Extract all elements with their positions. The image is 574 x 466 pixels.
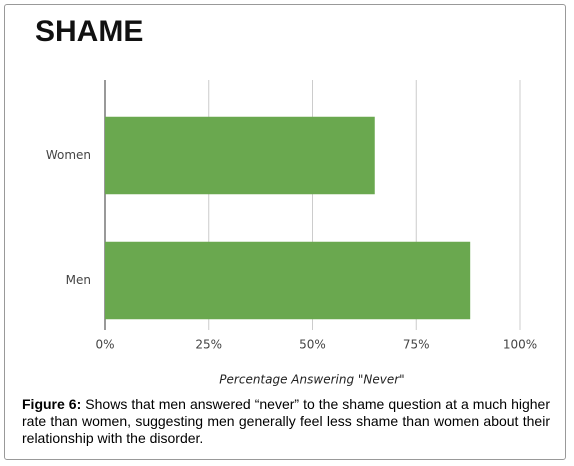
- caption-text: Shows that men answered “never” to the s…: [22, 396, 550, 446]
- caption: Figure 6: Shows that men answered “never…: [22, 396, 550, 447]
- x-axis-label: Percentage Answering "Never": [219, 373, 404, 387]
- chart: SHAME Percentage Answering "Never" 0% 25%…: [35, 15, 537, 387]
- caption-label: Figure 6:: [22, 396, 82, 412]
- y-tick-label: Women: [46, 148, 91, 162]
- x-tick-label: 75%: [403, 338, 430, 352]
- x-tick-label: 100%: [503, 338, 537, 352]
- chart-title: SHAME: [35, 15, 143, 48]
- figure-frame: [4, 4, 566, 460]
- y-tick-label: Men: [66, 273, 91, 287]
- x-tick-label: 25%: [195, 338, 222, 352]
- bar: [105, 116, 375, 195]
- bar: [105, 241, 471, 320]
- x-tick-label: 50%: [299, 338, 326, 352]
- x-tick-label: 0%: [95, 338, 114, 352]
